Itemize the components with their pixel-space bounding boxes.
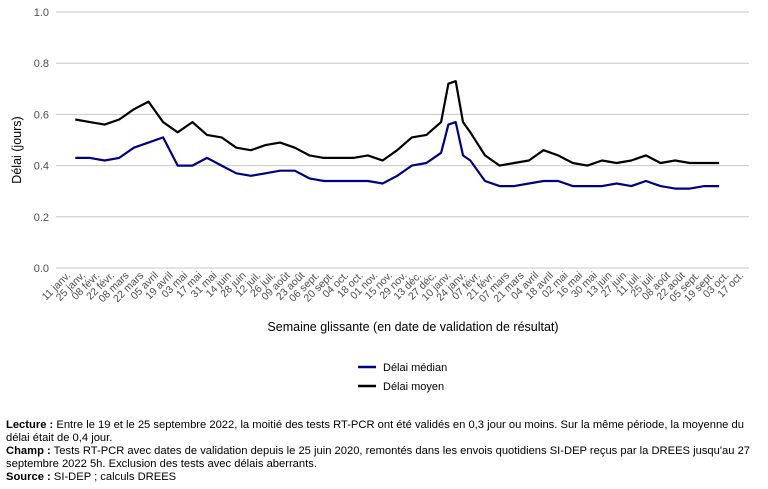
note-champ-label: Champ : — [6, 445, 51, 457]
note-source-label: Source : — [6, 471, 51, 483]
y-tick-label: 0.0 — [34, 263, 49, 275]
y-tick-label: 0.8 — [34, 58, 49, 70]
note-lecture-text: Entre le 19 et le 25 septembre 2022, la … — [6, 419, 744, 444]
note-champ-text: Tests RT-PCR avec dates de validation de… — [6, 445, 751, 470]
legend-label-mean: Délai moyen — [383, 381, 444, 393]
y-tick-label: 1.0 — [34, 7, 49, 19]
legend: Délai médian Délai moyen — [358, 362, 447, 393]
chart-notes: Lecture : Entre le 19 et le 25 septembre… — [6, 419, 761, 484]
note-champ: Champ : Tests RT-PCR avec dates de valid… — [6, 445, 761, 471]
note-source: Source : SI-DEP ; calculs DREES — [6, 471, 761, 484]
y-tick-label: 0.4 — [34, 161, 49, 173]
line-chart: 0.0 0.2 0.4 0.6 0.8 1.0 11 janv.25 janv.08 fé… — [10, 7, 749, 393]
series-line-median — [75, 121, 720, 190]
gridlines — [56, 11, 749, 269]
x-axis-title: Semaine glissante (en date de validation… — [267, 320, 558, 334]
series-lines — [75, 80, 720, 190]
series-line-mean — [75, 80, 720, 167]
legend-label-median: Délai médian — [383, 362, 447, 374]
y-tick-label: 0.6 — [34, 109, 49, 121]
y-axis-ticks: 0.0 0.2 0.4 0.6 0.8 1.0 — [34, 7, 49, 275]
note-lecture-label: Lecture : — [6, 419, 54, 431]
note-lecture: Lecture : Entre le 19 et le 25 septembre… — [6, 419, 761, 445]
y-tick-label: 0.2 — [34, 212, 49, 224]
y-axis-title: Délai (jours) — [10, 116, 24, 183]
x-axis-ticks: 11 janv.25 janv.08 févr.22 févr.08 mars2… — [40, 270, 746, 305]
note-source-text: SI-DEP ; calculs DREES — [50, 471, 177, 483]
